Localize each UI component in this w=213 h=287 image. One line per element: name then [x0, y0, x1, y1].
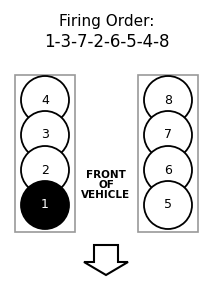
Text: 8: 8	[164, 94, 172, 106]
Circle shape	[144, 111, 192, 159]
Text: 6: 6	[164, 164, 172, 177]
Circle shape	[21, 146, 69, 194]
Circle shape	[144, 146, 192, 194]
Circle shape	[144, 181, 192, 229]
Text: 1-3-7-2-6-5-4-8: 1-3-7-2-6-5-4-8	[44, 33, 169, 51]
Text: FRONT: FRONT	[86, 170, 126, 180]
Text: Firing Order:: Firing Order:	[59, 14, 154, 29]
Text: 3: 3	[41, 129, 49, 141]
Bar	[138, 75, 198, 232]
Text: 5: 5	[164, 199, 172, 212]
Text: 2: 2	[41, 164, 49, 177]
Bar	[15, 75, 75, 232]
Circle shape	[21, 111, 69, 159]
Text: 4: 4	[41, 94, 49, 106]
Circle shape	[21, 181, 69, 229]
Polygon shape	[84, 245, 128, 275]
Text: OF: OF	[98, 180, 114, 190]
Text: 1: 1	[41, 199, 49, 212]
Text: VEHICLE: VEHICLE	[81, 190, 131, 200]
Text: 7: 7	[164, 129, 172, 141]
Circle shape	[21, 76, 69, 124]
Circle shape	[144, 76, 192, 124]
